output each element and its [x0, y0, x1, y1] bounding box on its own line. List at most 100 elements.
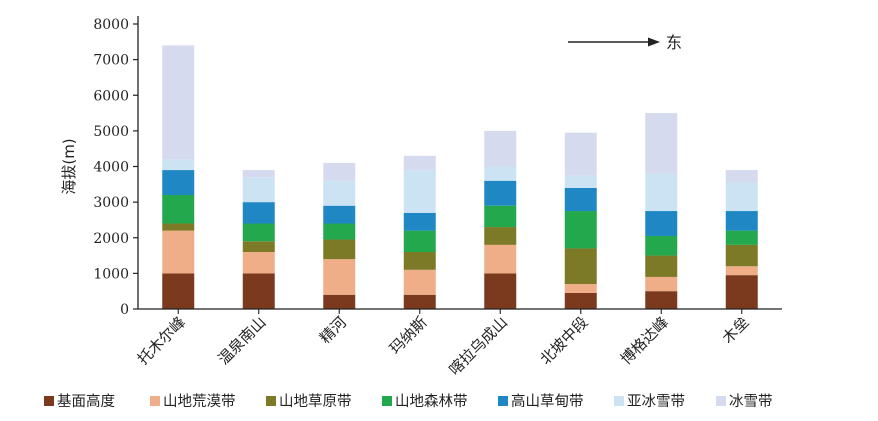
east-arrow-head: [648, 37, 660, 47]
bar-segment: [725, 170, 758, 183]
legend-item: 冰雪带: [716, 393, 773, 410]
x-tick-label: 北坡中段: [536, 313, 591, 368]
bar-segment: [564, 187, 597, 212]
legend-label: 基面高度: [57, 393, 115, 410]
bar-segment: [162, 159, 195, 171]
bar-stack: [564, 132, 597, 309]
bar-segment: [403, 294, 436, 309]
bar-stack: [242, 170, 275, 309]
bar-segment: [242, 223, 275, 242]
y-tick-label: 5000: [93, 124, 129, 140]
y-tick-label: 6000: [93, 88, 129, 104]
legend-label: 亚冰雪带: [627, 393, 685, 410]
bar-segment: [162, 273, 195, 309]
bar-segment: [725, 266, 758, 276]
x-tick-labels: 托木尔峰 温泉南山 精河 玛纳斯 喀拉乌成山 北坡中段 博格达峰 木垒: [134, 309, 753, 379]
bar-segment: [162, 223, 195, 231]
legend-swatch: [716, 396, 726, 406]
x-tick-label: 玛纳斯: [386, 313, 431, 358]
x-tick-label: 温泉南山: [214, 313, 269, 368]
bar-segment: [564, 132, 597, 176]
y-tick-label: 7000: [93, 53, 129, 69]
bar-segment: [564, 175, 597, 188]
bar-segment: [564, 284, 597, 293]
bar-stack: [162, 45, 195, 309]
bar-segment: [484, 205, 517, 228]
bar-segment: [162, 170, 195, 195]
bar-segment: [323, 259, 356, 295]
legend-item: 山地草原带: [266, 393, 352, 410]
legend-label: 山地森林带: [395, 393, 468, 410]
bar-segment: [484, 166, 517, 181]
bar-segment: [725, 244, 758, 267]
bar-segment: [645, 276, 678, 292]
bar-segment: [242, 241, 275, 252]
y-tick-label: 1000: [93, 266, 129, 282]
bar-segment: [645, 173, 678, 212]
bar-segment: [484, 180, 517, 206]
bar-segment: [323, 180, 356, 206]
bar-segment: [484, 273, 517, 309]
bar-segment: [484, 227, 517, 245]
y-axis-title: 海拔(m): [60, 138, 78, 194]
x-tick-label: 博格达峰: [617, 313, 672, 368]
legend-label: 山地草原带: [279, 393, 352, 410]
x-tick-label: 喀拉乌成山: [445, 313, 511, 379]
bar-segment: [725, 211, 758, 231]
y-tick-label: 3000: [93, 195, 129, 211]
bar-segment: [242, 170, 275, 178]
x-tick-label: 木垒: [719, 313, 753, 347]
bar-segment: [162, 230, 195, 274]
bar-segment: [403, 170, 436, 213]
y-tick-label: 0: [120, 302, 129, 318]
legend-swatch: [498, 396, 508, 406]
bar-segment: [242, 252, 275, 274]
bar-segment: [725, 230, 758, 245]
bar-segment: [645, 211, 678, 236]
legend-item: 基面高度: [44, 393, 115, 410]
bar-segment: [725, 182, 758, 212]
bar-stack: [645, 113, 678, 309]
bar-segment: [323, 294, 356, 309]
bar-segment: [564, 248, 597, 285]
bar-segment: [242, 273, 275, 309]
y-tick-label: 8000: [93, 17, 129, 33]
legend-item: 山地森林带: [382, 393, 468, 410]
legend-label: 高山草甸带: [511, 393, 584, 410]
bar-segment: [403, 269, 436, 295]
bar-segment: [564, 292, 597, 309]
bar-segment: [645, 291, 678, 309]
bar-segment: [323, 205, 356, 224]
bar-segment: [242, 177, 275, 203]
y-ticks: 0 1000 2000 3000 4000 5000 6000 7000 8000: [93, 17, 138, 318]
bar-segment: [484, 244, 517, 274]
bar-segment: [403, 230, 436, 252]
bar-segment: [403, 212, 436, 231]
bar-segment: [162, 195, 195, 224]
bar-segment: [725, 275, 758, 309]
bar-stack: [484, 130, 517, 309]
bar-segment: [484, 130, 517, 167]
legend-swatch: [150, 396, 160, 406]
bar-stack: [323, 162, 356, 309]
legend: 基面高度 山地荒漠带 山地草原带 山地森林带 高山草甸带 亚冰雪带 冰雪带: [44, 393, 773, 410]
bar-stack: [725, 170, 758, 309]
legend-label: 山地荒漠带: [163, 393, 236, 410]
axes-layer: [137, 16, 782, 310]
bar-segment: [645, 235, 678, 256]
legend-swatch: [44, 396, 54, 406]
legend-label: 冰雪带: [729, 393, 773, 410]
bar-segment: [242, 202, 275, 224]
bar-segment: [162, 45, 195, 160]
legend-item: 亚冰雪带: [614, 393, 685, 410]
bar-segment: [645, 255, 678, 277]
bars-layer: [162, 45, 758, 309]
legend-item: 山地荒漠带: [150, 393, 236, 410]
bar-segment: [323, 162, 356, 181]
y-tick-label: 2000: [93, 231, 129, 247]
east-label: 东: [666, 33, 682, 52]
x-tick-label: 托木尔峰: [134, 313, 189, 368]
bar-segment: [403, 155, 436, 171]
